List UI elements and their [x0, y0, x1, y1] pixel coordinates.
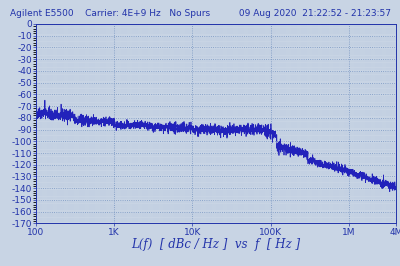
X-axis label: L(f)  [ dBc / Hz ]  vs  f  [ Hz ]: L(f) [ dBc / Hz ] vs f [ Hz ]	[132, 238, 300, 251]
Text: Agilent E5500    Carrier: 4E+9 Hz   No Spurs          09 Aug 2020  21:22:52 - 21: Agilent E5500 Carrier: 4E+9 Hz No Spurs …	[10, 9, 390, 18]
